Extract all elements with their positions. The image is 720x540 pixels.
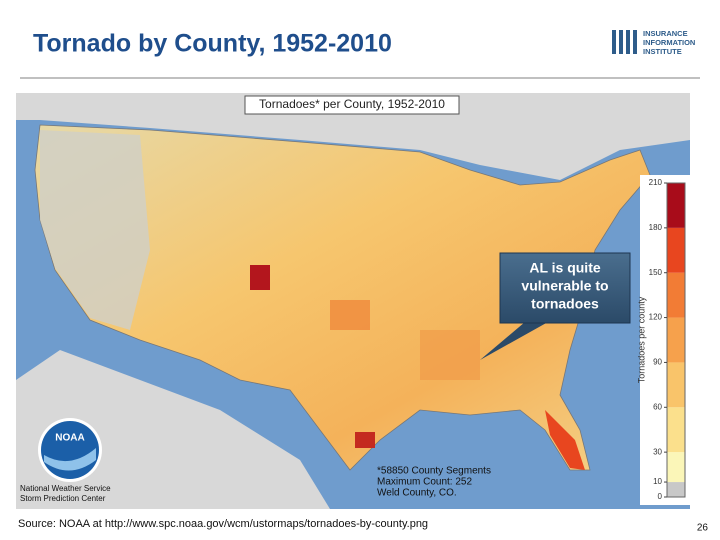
colorbar-segment [667, 183, 685, 228]
colorbar-tick-label: 10 [653, 477, 662, 486]
map [16, 93, 690, 509]
footnote: *58850 County Segments Maximum Count: 25… [377, 466, 491, 499]
colorbar-segment [667, 227, 685, 273]
colorbar-tick-label: 180 [649, 223, 663, 232]
callout-text: tornadoes [531, 296, 599, 312]
colorbar-label: Tornadoes per county [636, 296, 646, 383]
footnote-line: Weld County, CO. [377, 488, 457, 499]
colorbar-segment [667, 317, 685, 363]
map-title-box [244, 95, 460, 115]
callout-text: AL is quite [529, 260, 601, 276]
callout: AL is quite vulnerable to tornadoes [480, 252, 631, 360]
colorbar-tick-label: 150 [649, 268, 663, 277]
agency: NOAA National Weather Service Storm Pred… [20, 418, 111, 503]
footnote-line: Maximum Count: 252 [377, 477, 472, 488]
colorbar-tick-label: 90 [653, 358, 662, 367]
logo-text: INSURANCE [643, 29, 688, 38]
colorbar-segment [667, 362, 685, 408]
colorbar-segment [667, 482, 685, 497]
colorbar-segment [667, 407, 685, 453]
colorbar-tick-label: 120 [649, 313, 663, 322]
colorbar-tick-label: 60 [653, 402, 662, 411]
footnote-line: *58850 County Segments [377, 466, 491, 477]
colorbar-frame [666, 182, 686, 498]
map-title: Tornadoes* per County, 1952-2010 [259, 97, 445, 111]
colorbar-segment [667, 272, 685, 318]
slide-title: Tornado by County, 1952-2010 [33, 30, 392, 58]
colorbar-segment [667, 452, 685, 483]
colorbar-tick-label: 30 [653, 447, 662, 456]
source: Source: NOAA at http://www.spc.noaa.gov/… [18, 518, 428, 530]
colorbar-tick-label: 210 [649, 178, 663, 187]
colorbar: Tornadoes per county 0 10 30 60 90 120 150 180 2… [636, 175, 690, 505]
colorbar-tick-label: 0 [658, 492, 663, 501]
agency-line: National Weather Service [20, 484, 111, 493]
agency-logo: NOAA [55, 433, 84, 444]
callout-text: vulnerable to [521, 278, 608, 294]
logo-text: INFORMATION [643, 38, 695, 47]
logo: INSURANCE INFORMATION INSTITUTE [612, 29, 695, 56]
page-number: 26 [697, 523, 709, 534]
logo-text: INSTITUTE [643, 47, 682, 56]
agency-line: Storm Prediction Center [20, 494, 106, 503]
